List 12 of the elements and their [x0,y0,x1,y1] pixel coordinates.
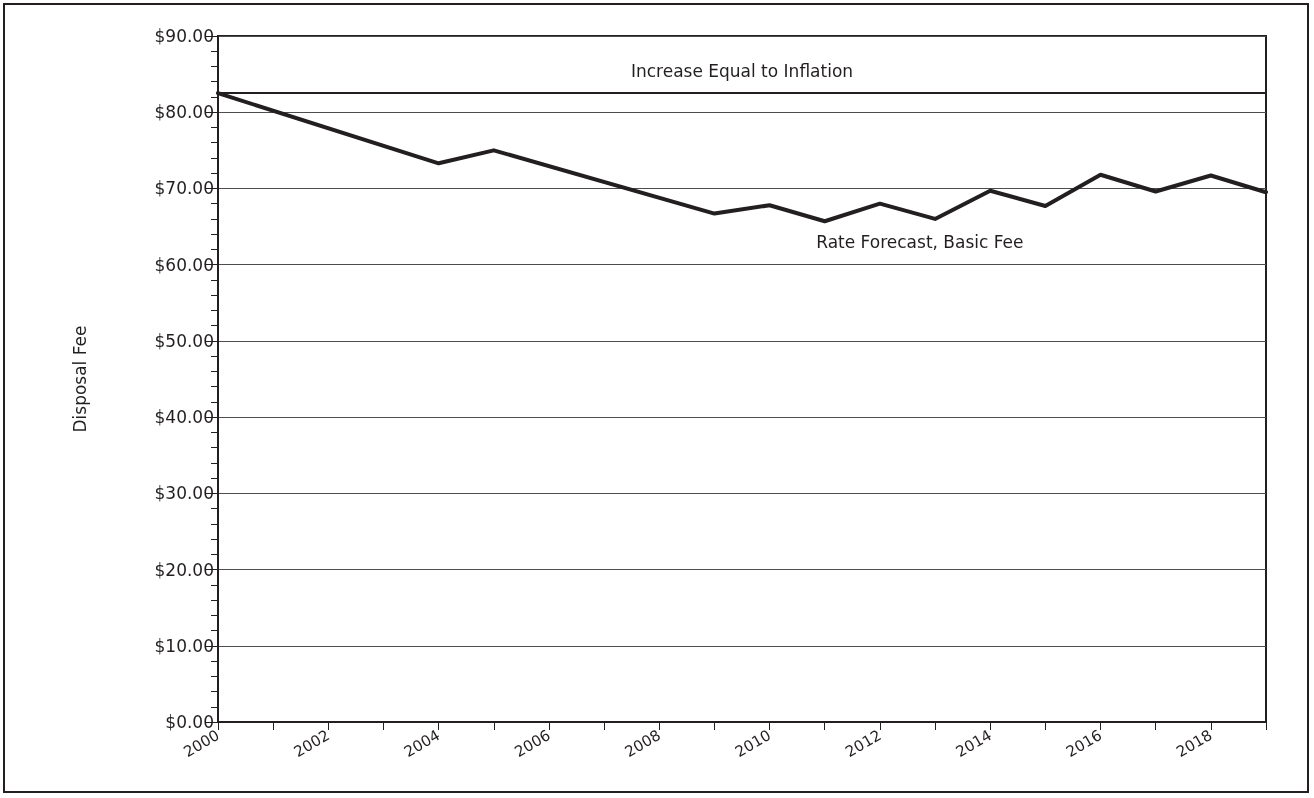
y-tick-label: $40.00 [154,407,214,428]
y-tick-label: $10.00 [154,635,214,656]
y-axis-title: Disposal Fee [69,325,90,433]
y-tick-label: $90.00 [154,26,214,46]
y-tick-label: $30.00 [154,483,214,504]
ref-line-label: Increase Equal to Inflation [630,60,854,81]
y-tick-label: $50.00 [154,330,214,351]
y-tick-label: $80.00 [154,102,214,123]
y-tick-label: $70.00 [154,178,214,199]
y-tick-label: $60.00 [154,254,214,275]
series-label: Rate Forecast, Basic Fee [816,231,1024,252]
y-tick-label: $20.00 [154,559,214,580]
